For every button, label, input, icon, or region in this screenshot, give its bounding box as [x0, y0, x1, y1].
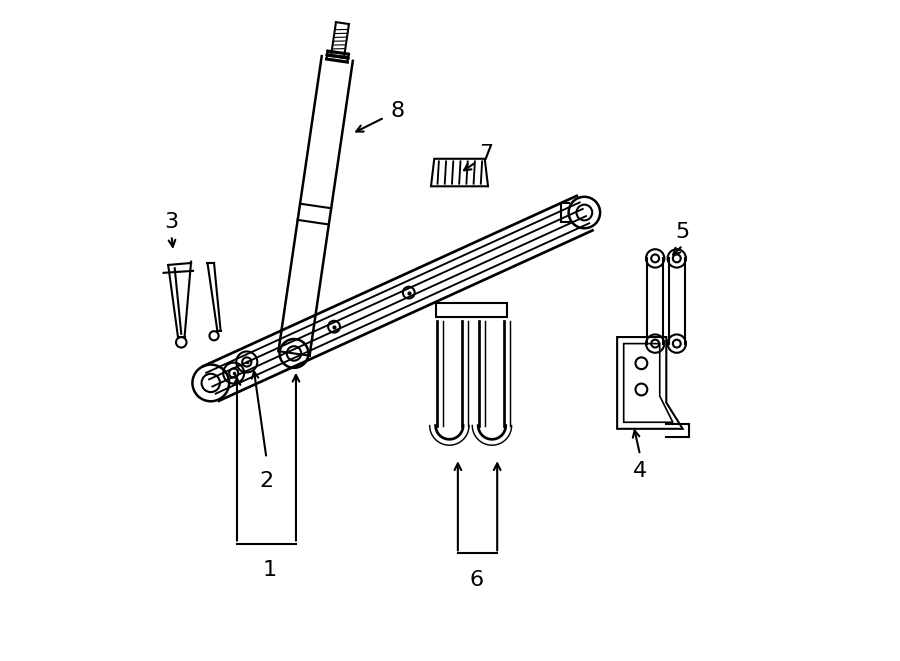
Text: 8: 8	[391, 101, 405, 121]
Text: 3: 3	[165, 212, 178, 233]
Text: 1: 1	[263, 560, 277, 580]
Text: 5: 5	[676, 222, 689, 242]
Text: 2: 2	[259, 471, 274, 491]
Text: 6: 6	[469, 570, 483, 590]
Text: 4: 4	[633, 461, 647, 481]
Text: 7: 7	[479, 143, 493, 163]
